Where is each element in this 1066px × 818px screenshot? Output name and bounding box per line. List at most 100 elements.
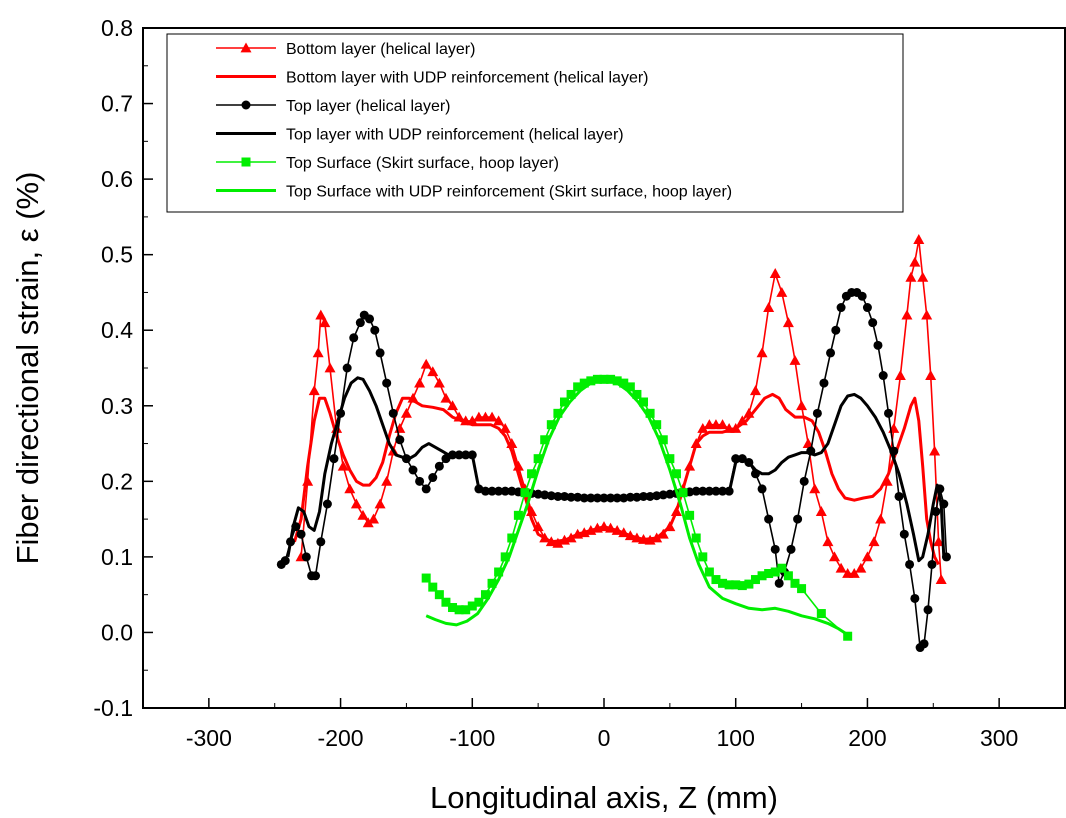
data-point bbox=[658, 435, 668, 445]
data-point bbox=[786, 544, 796, 554]
data-point bbox=[665, 454, 675, 464]
data-point bbox=[370, 325, 380, 335]
data-point bbox=[428, 473, 438, 483]
data-point bbox=[395, 435, 405, 445]
data-point bbox=[573, 382, 583, 392]
data-point bbox=[769, 268, 781, 278]
data-point bbox=[319, 317, 331, 328]
data-point bbox=[527, 469, 537, 479]
y-axis-title: Fiber directional strain, ε (%) bbox=[10, 172, 45, 565]
data-point bbox=[520, 488, 530, 498]
y-tick-label: 0.7 bbox=[101, 91, 133, 117]
y-axis-ticks: -0.1 0.0 0.1 0.2 0.3 0.4 0.5 0.6 0.7 0.8 bbox=[93, 15, 153, 721]
data-point bbox=[434, 590, 444, 600]
data-point bbox=[553, 408, 563, 418]
data-point bbox=[717, 419, 729, 430]
legend-box bbox=[166, 33, 904, 213]
data-point bbox=[812, 408, 822, 418]
data-point bbox=[316, 537, 326, 547]
data-point bbox=[322, 499, 332, 509]
data-point bbox=[770, 544, 780, 554]
legend-entry-label: Top Surface with UDP reinforcement (Skir… bbox=[286, 184, 732, 201]
data-point bbox=[905, 271, 917, 282]
data-point bbox=[421, 484, 431, 494]
data-point bbox=[691, 533, 701, 543]
data-point bbox=[901, 309, 913, 320]
data-point bbox=[375, 348, 385, 358]
data-point bbox=[480, 590, 490, 600]
data-point bbox=[685, 510, 695, 520]
y-tick-label: 0.2 bbox=[101, 468, 133, 494]
data-point bbox=[831, 325, 841, 335]
data-point bbox=[782, 317, 794, 328]
data-point bbox=[362, 517, 374, 528]
legend-entry-label: Top layer (helical layer) bbox=[286, 98, 451, 115]
data-point bbox=[382, 378, 392, 388]
data-point bbox=[894, 491, 904, 501]
data-point bbox=[731, 580, 741, 590]
data-point bbox=[400, 407, 412, 418]
data-point bbox=[308, 385, 320, 396]
data-point bbox=[619, 378, 629, 388]
data-point bbox=[790, 578, 800, 588]
series-line bbox=[425, 377, 849, 636]
data-point bbox=[467, 601, 477, 611]
data-point bbox=[913, 234, 925, 244]
data-point bbox=[415, 476, 425, 486]
data-point bbox=[311, 571, 321, 581]
data-point bbox=[763, 302, 775, 312]
data-point bbox=[750, 575, 760, 585]
data-point bbox=[540, 435, 550, 445]
data-point bbox=[836, 303, 846, 313]
y-tick-label: 0.4 bbox=[101, 317, 133, 343]
y-tick-label: 0.0 bbox=[101, 619, 133, 645]
data-point bbox=[799, 476, 809, 486]
data-point bbox=[857, 291, 867, 301]
x-tick-label: 200 bbox=[848, 725, 886, 751]
data-point bbox=[756, 347, 768, 358]
data-point bbox=[315, 309, 327, 320]
data-point bbox=[414, 377, 426, 388]
data-point bbox=[819, 378, 829, 388]
data-point bbox=[724, 580, 734, 590]
data-point bbox=[770, 567, 780, 577]
data-point bbox=[493, 415, 505, 426]
data-point bbox=[448, 603, 458, 613]
data-point bbox=[428, 582, 438, 592]
data-point bbox=[711, 575, 721, 585]
data-point bbox=[586, 376, 596, 386]
data-point bbox=[809, 483, 821, 494]
data-point bbox=[342, 363, 352, 373]
data-point bbox=[440, 392, 452, 403]
data-point bbox=[645, 408, 655, 418]
data-point bbox=[337, 460, 349, 471]
series-layer bbox=[276, 234, 951, 653]
series-1 bbox=[293, 392, 940, 566]
data-point bbox=[606, 374, 616, 384]
data-point bbox=[612, 376, 622, 386]
data-point bbox=[350, 498, 362, 509]
data-point bbox=[513, 510, 523, 520]
legend-entry-label: Bottom layer with UDP reinforcement (hel… bbox=[286, 70, 649, 87]
y-tick-label: -0.1 bbox=[93, 695, 133, 721]
data-point bbox=[704, 567, 714, 577]
data-point bbox=[698, 552, 708, 562]
data-point bbox=[374, 498, 386, 509]
series-4 bbox=[421, 374, 853, 641]
y-tick-label: 0.8 bbox=[101, 15, 133, 41]
data-point bbox=[507, 533, 517, 543]
legend-entry-label: Top Surface (Skirt surface, hoop layer) bbox=[286, 155, 559, 172]
series-line bbox=[280, 291, 948, 649]
data-point bbox=[296, 529, 306, 539]
data-point bbox=[388, 408, 398, 418]
data-point bbox=[421, 573, 431, 583]
data-point bbox=[329, 454, 339, 464]
data-point bbox=[774, 578, 784, 588]
x-tick-label: -300 bbox=[186, 725, 232, 751]
data-point bbox=[783, 571, 793, 581]
data-point bbox=[474, 597, 484, 607]
data-point bbox=[408, 465, 418, 475]
x-tick-label: -100 bbox=[449, 725, 495, 751]
y-tick-label: 0.6 bbox=[101, 166, 133, 192]
data-point bbox=[697, 422, 709, 433]
